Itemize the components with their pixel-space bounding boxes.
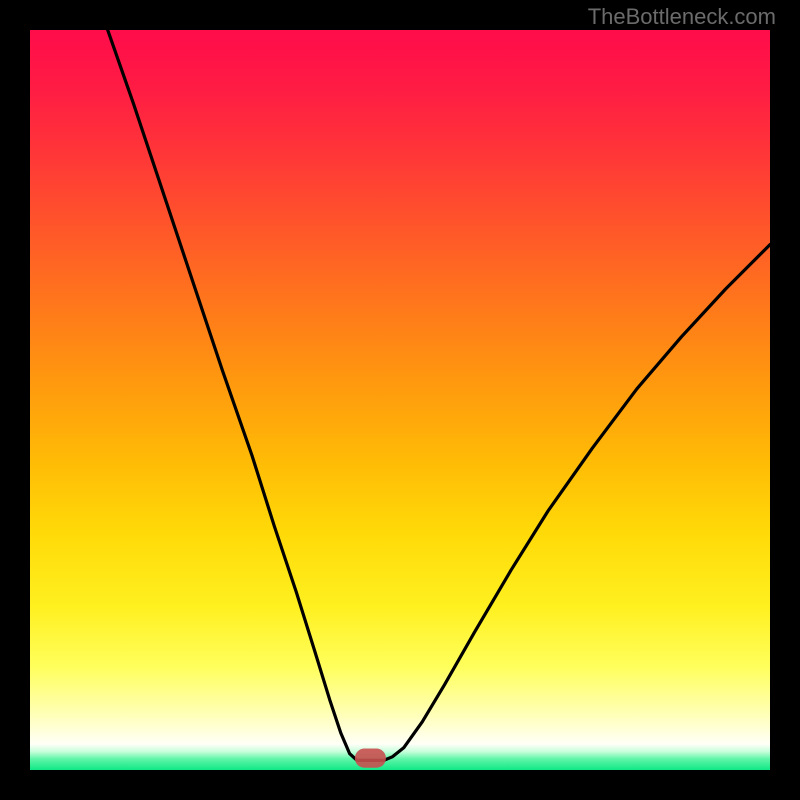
chart-frame: TheBottleneck.com bbox=[0, 0, 800, 800]
bottleneck-chart bbox=[0, 0, 800, 800]
plot-background bbox=[30, 30, 770, 770]
watermark-text: TheBottleneck.com bbox=[588, 4, 776, 30]
minimum-marker bbox=[355, 749, 386, 768]
